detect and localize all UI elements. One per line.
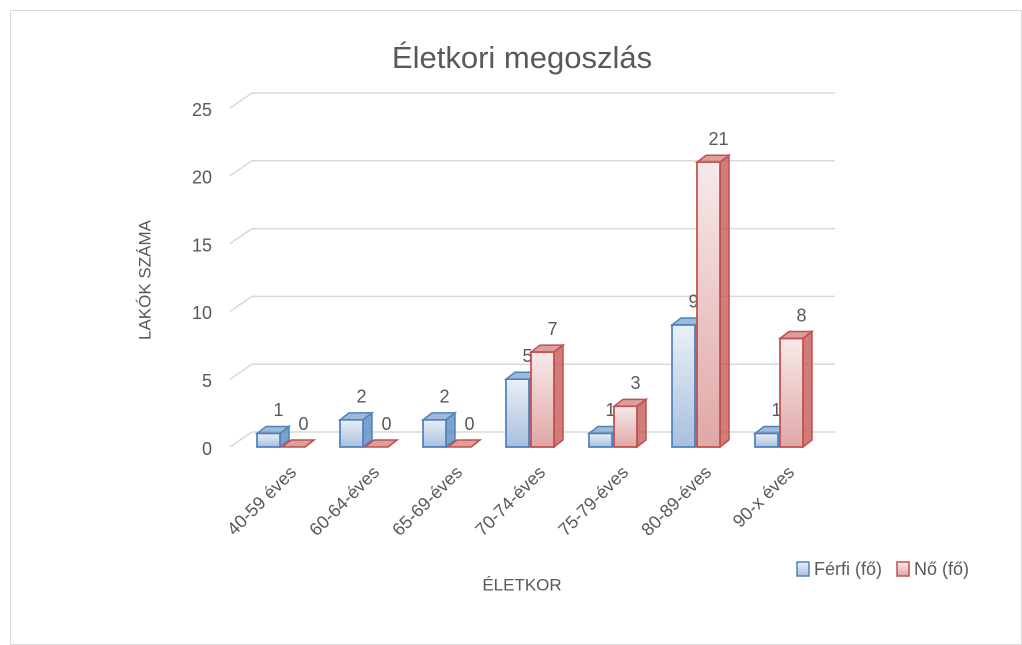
data-label: 5 (522, 346, 532, 366)
x-axis-title: ÉLETKOR (482, 575, 561, 594)
y-tick-label: 25 (192, 100, 212, 120)
bar (752, 424, 790, 449)
bar (279, 439, 317, 448)
bar-front-shade (256, 432, 281, 448)
bar-front-shade (671, 324, 696, 448)
bar-front-shade (339, 419, 364, 448)
bar-top (445, 439, 483, 448)
bar-front-shade (779, 337, 804, 448)
bar (254, 424, 292, 449)
bar-top (279, 439, 317, 448)
bar (445, 439, 483, 448)
bar-side (553, 343, 564, 449)
data-label: 2 (439, 387, 449, 407)
bar (528, 343, 566, 449)
data-label: 8 (796, 305, 806, 325)
bar-top (362, 439, 400, 448)
bar (694, 153, 732, 449)
bar (611, 397, 649, 449)
data-label: 0 (298, 414, 308, 434)
data-label: 0 (381, 414, 391, 434)
bar (777, 329, 815, 449)
data-label: 3 (630, 373, 640, 393)
legend-label: Nő (fő) (914, 559, 969, 579)
chart-title: Életkori megoszlás (392, 40, 652, 75)
data-label: 1 (605, 400, 615, 420)
bar-side (636, 397, 647, 449)
y-tick-label: 5 (202, 371, 212, 391)
data-label: 21 (708, 129, 728, 149)
bar-front-shade (588, 432, 613, 448)
grid-line (229, 363, 835, 380)
bar-side (802, 329, 813, 449)
data-label: 9 (688, 292, 698, 312)
bar-side (719, 153, 730, 449)
y-tick-label: 10 (192, 303, 212, 323)
grid-line (229, 160, 835, 177)
grid-line (229, 227, 835, 245)
data-label: 0 (464, 414, 474, 434)
grid-line (229, 295, 835, 313)
legend-swatch (796, 561, 810, 577)
bar (420, 411, 458, 449)
chart-border (10, 10, 1022, 645)
y-axis-title: LAKÓK SZÁMA (135, 219, 154, 340)
legend-label: Férfi (fő) (814, 559, 882, 579)
data-label: 2 (356, 387, 366, 407)
bar-front-shade (530, 351, 555, 448)
y-tick-label: 0 (202, 439, 212, 459)
bar-front-shade (696, 161, 721, 448)
grid-line (229, 92, 835, 109)
y-tick-label: 20 (192, 168, 212, 188)
bar-front-shade (422, 419, 447, 448)
data-label: 1 (771, 400, 781, 420)
bar (362, 439, 400, 448)
bar-front-shade (505, 378, 530, 448)
bar (337, 411, 375, 449)
y-tick-label: 15 (192, 235, 212, 255)
data-label: 1 (273, 400, 283, 420)
bar-front-shade (613, 405, 638, 448)
legend-swatch (896, 561, 910, 577)
data-label: 7 (547, 319, 557, 339)
bar-front-shade (754, 432, 779, 448)
